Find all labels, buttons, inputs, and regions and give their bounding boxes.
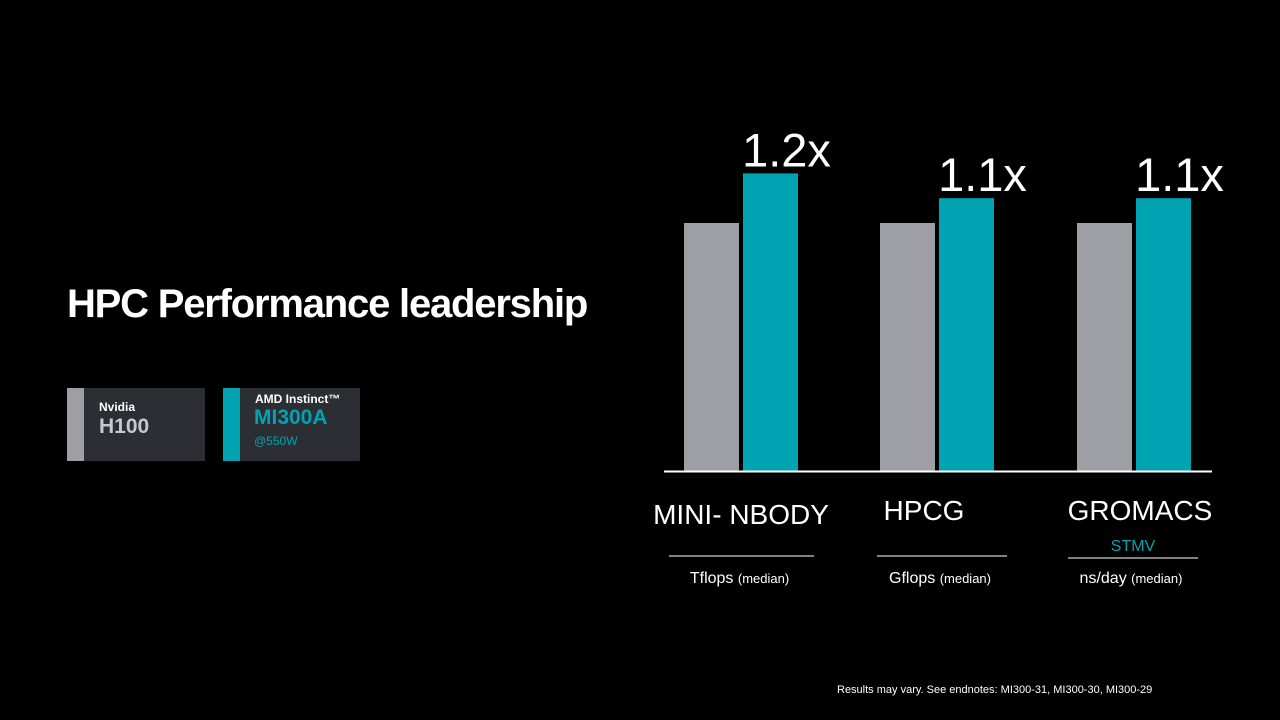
category-label-gromacs: GROMACS xyxy=(1068,495,1213,526)
data-label-1: 1.2x xyxy=(742,123,831,176)
bar-nvidia-1 xyxy=(684,223,739,471)
legend-power-amd: @550W xyxy=(254,434,298,448)
unit-label-2: Gflops (median) xyxy=(889,570,991,587)
endnote: Results may vary. See endnotes: MI300-31… xyxy=(837,684,1153,696)
legend-brand-nvidia: Nvidia xyxy=(99,400,136,414)
legend-model-nvidia: H100 xyxy=(99,415,150,438)
data-label-3: 1.1x xyxy=(1135,148,1224,201)
unit-label-3: ns/day (median) xyxy=(1080,570,1183,587)
bar-amd-3 xyxy=(1136,198,1191,471)
unit-label-1: Tflops (median) xyxy=(690,570,789,587)
legend-item-nvidia-h100: Nvidia H100 xyxy=(67,388,205,461)
page-title: HPC Performance leadership xyxy=(67,282,588,326)
data-label-2: 1.1x xyxy=(938,148,1027,201)
category-label-hpcg: HPCG xyxy=(884,495,965,526)
bar-nvidia-2 xyxy=(880,223,935,471)
bar-nvidia-3 xyxy=(1077,223,1132,471)
bar-amd-2 xyxy=(939,198,994,471)
bar-amd-1 xyxy=(743,173,798,471)
category-sublabel-3: STMV xyxy=(1111,538,1156,555)
legend-item-amd-mi300a: AMD Instinct™ MI300A @550W xyxy=(223,388,360,461)
legend-swatch-nvidia xyxy=(67,388,84,461)
category-label-mini-nbody: MINI- NBODY xyxy=(653,499,829,530)
legend-brand-amd: AMD Instinct™ xyxy=(255,392,341,406)
legend-model-amd: MI300A xyxy=(254,406,328,429)
legend-swatch-amd xyxy=(223,388,240,461)
